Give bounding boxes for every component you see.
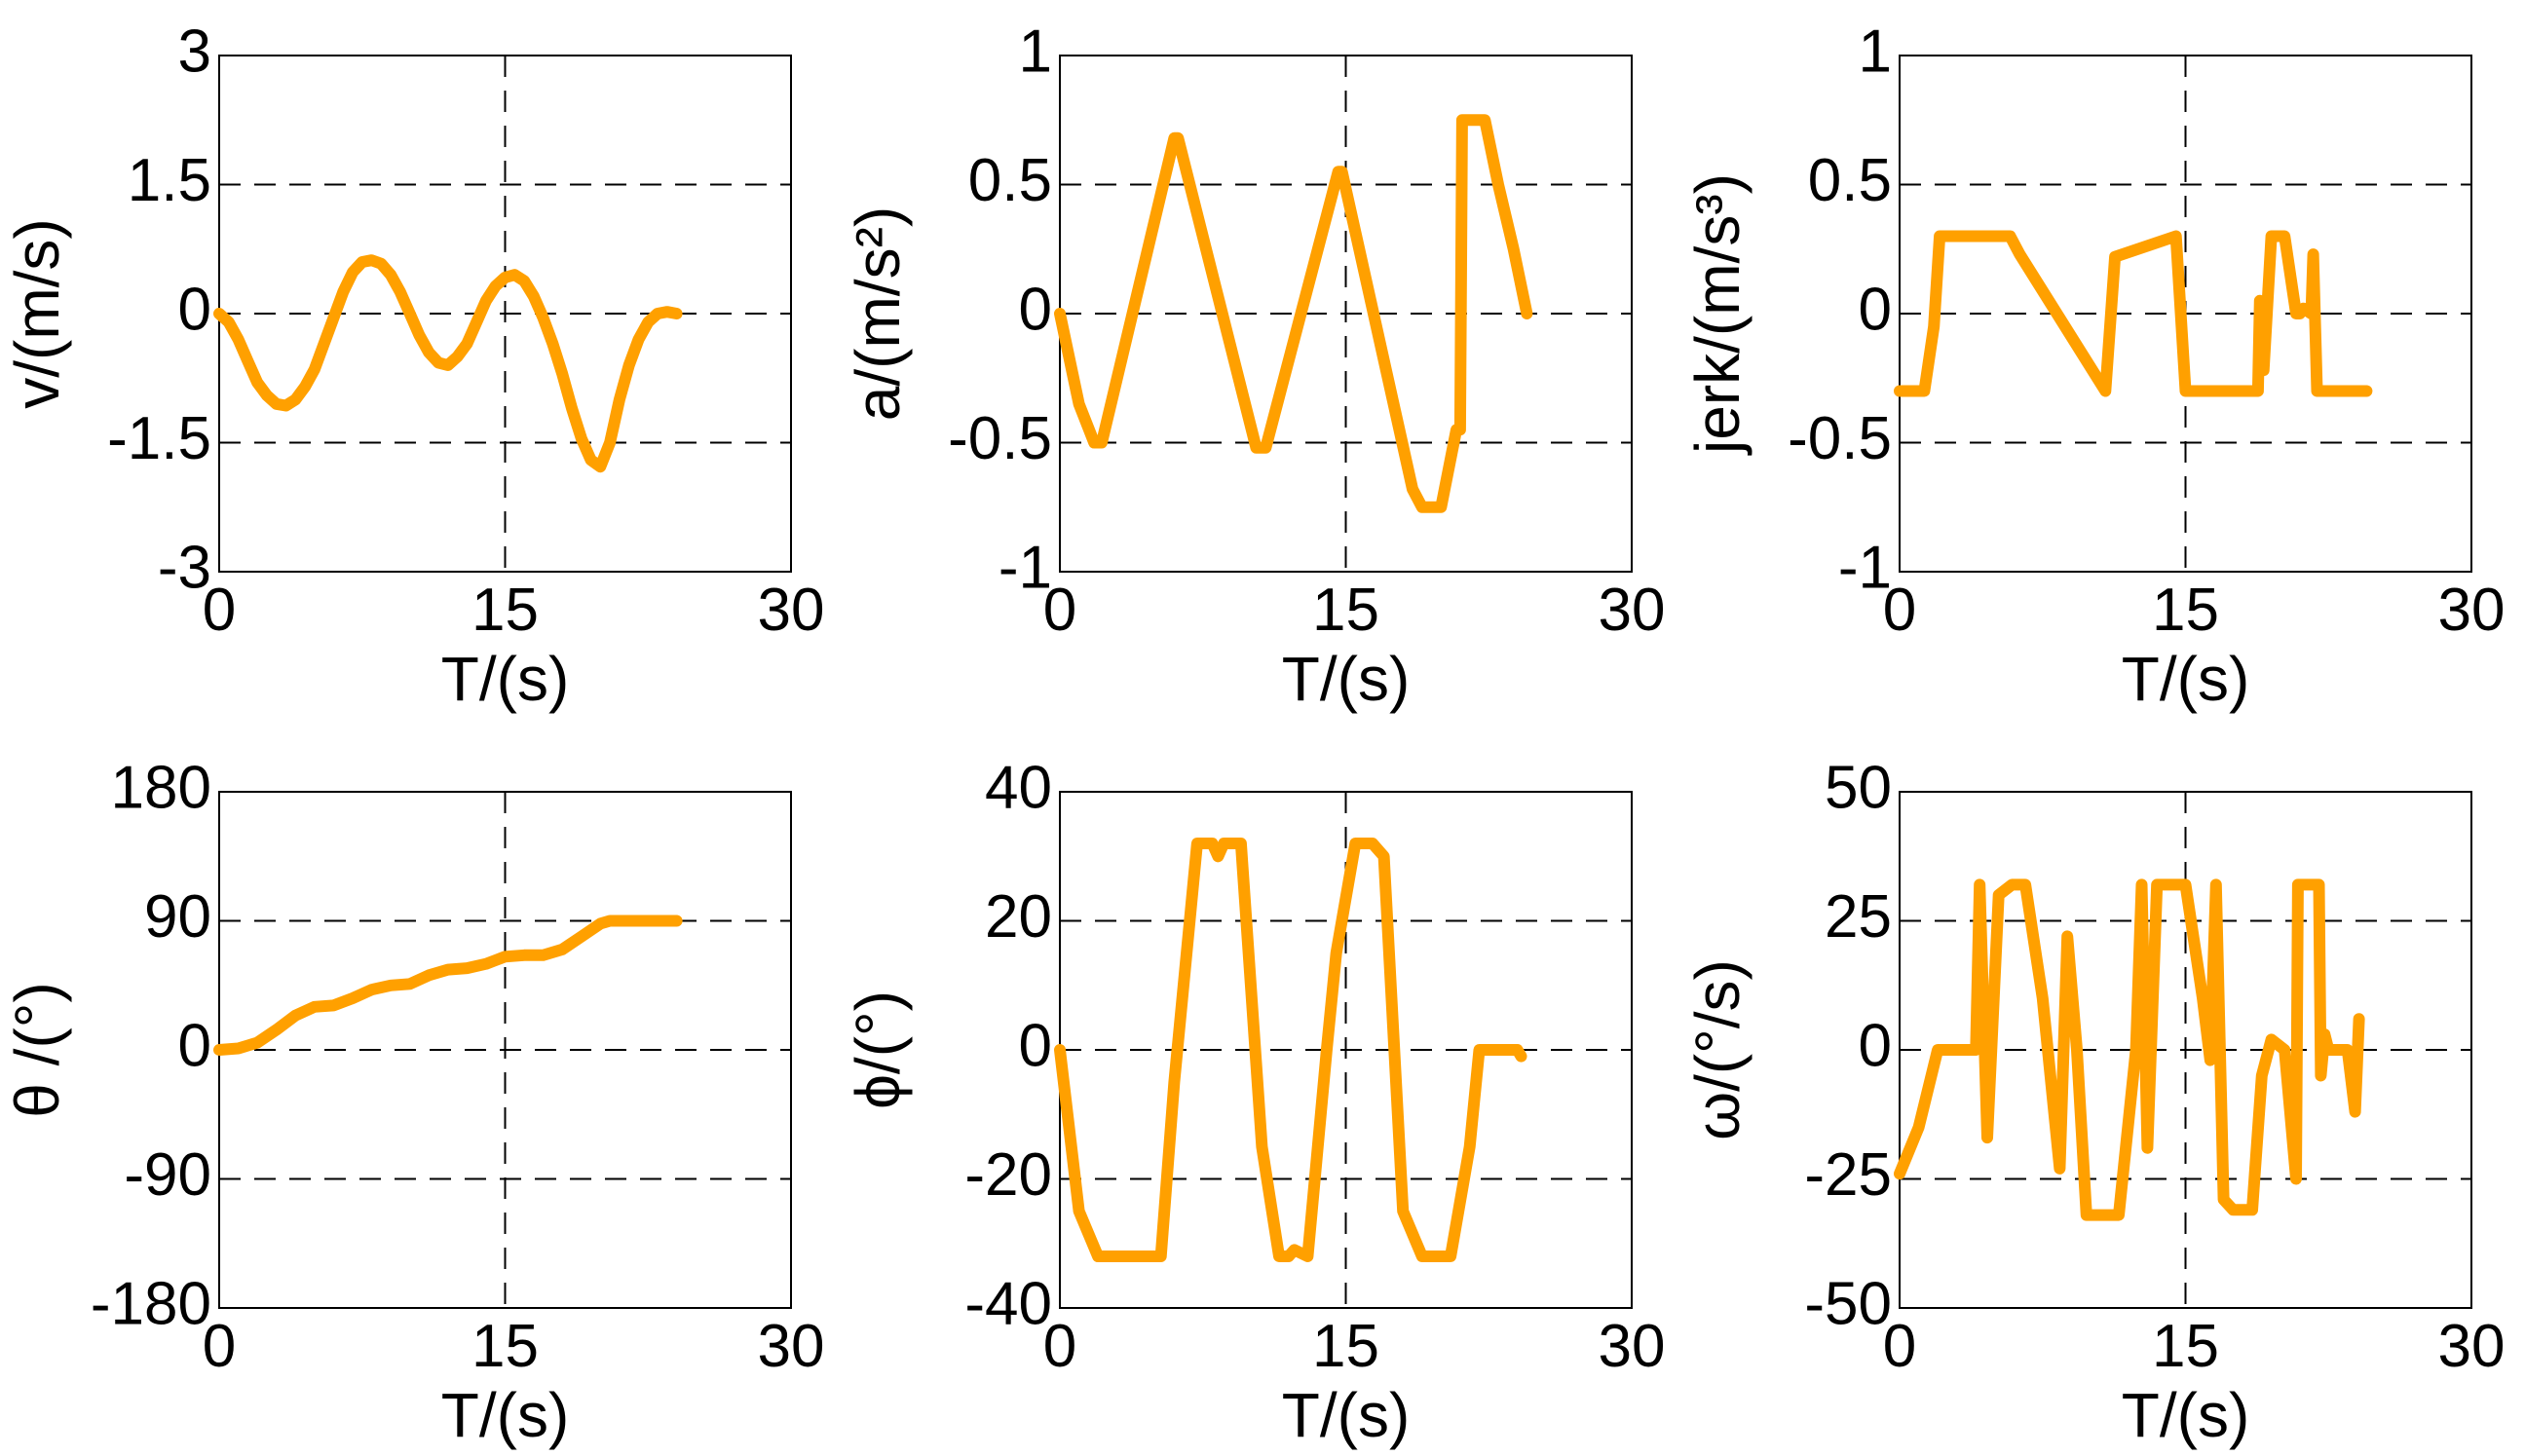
plot-1-xlabel: T/(s)	[441, 644, 570, 714]
plot-6-ytick-label-4: 50	[1825, 754, 1892, 821]
plot-3-ytick-label-0: -1	[1838, 534, 1892, 601]
plot-2-xtick-label-1: 15	[1312, 577, 1379, 644]
plot-5-series-phi	[1054, 838, 1527, 1262]
plot-1: 0 15 30 -3 -1.5 0 1.5 3 T/(s) v/(m/s)	[2, 18, 824, 714]
plot-4-ytick-label-4: 180	[111, 754, 211, 821]
plot-5-ytick-label-1: -20	[964, 1141, 1052, 1209]
plot-3-series-jerk	[1894, 230, 2373, 397]
plot-5-ytick-label-0: -40	[964, 1270, 1052, 1337]
plot-1-xtick-label-2: 30	[758, 577, 825, 644]
plot-3: 0 15 30 -1 -0.5 0 0.5 1 T/(s) jerk/(m/s³)	[1682, 18, 2505, 714]
plot-1-ylabel: v/(m/s)	[2, 218, 72, 409]
plot-6-xtick-label-1: 15	[2152, 1313, 2219, 1380]
plot-2-series-a	[1054, 114, 1533, 513]
plot-6-ytick-label-1: -25	[1804, 1141, 1892, 1209]
plot-3-ytick-label-2: 0	[1859, 276, 1892, 343]
plot-4-xlabel: T/(s)	[441, 1380, 570, 1450]
plot-5-xtick-label-2: 30	[1599, 1313, 1666, 1380]
plot-1-series-v	[213, 254, 683, 473]
plot-4-ylabel: θ /(°)	[2, 982, 72, 1117]
plot-2-ytick-label-0: -1	[999, 534, 1052, 601]
plot-1-ytick-label-0: -3	[158, 534, 211, 601]
plot-3-xlabel: T/(s)	[2122, 644, 2250, 714]
plot-4-ytick-label-3: 90	[144, 883, 211, 951]
plot-6-series-omega	[1894, 878, 2365, 1221]
plot-4: 0 15 30 -180 -90 0 90 180 T/(s) θ /(°)	[2, 754, 824, 1450]
plot-4-ytick-label-2: 0	[178, 1012, 211, 1079]
plot-3-axes-frame	[1899, 55, 2472, 573]
plot-3-ytick-label-3: 0.5	[1808, 147, 1892, 214]
plot-6-xlabel: T/(s)	[2122, 1380, 2250, 1450]
plot-2-ylabel: a/(m/s²)	[843, 206, 913, 421]
plot-5: 0 15 30 -40 -20 0 20 40 T/(s) ϕ/(°)	[843, 754, 1665, 1450]
plot-2-xlabel: T/(s)	[1282, 644, 1411, 714]
plot-4-series-theta	[213, 915, 683, 1056]
plot-4-xtick-label-0: 0	[203, 1313, 236, 1380]
plot-6-ytick-label-0: -50	[1804, 1270, 1892, 1337]
plot-4-ytick-label-0: -180	[91, 1270, 211, 1337]
plot-5-ytick-label-4: 40	[985, 754, 1052, 821]
plot-5-ytick-label-3: 20	[985, 883, 1052, 951]
plot-5-ytick-label-2: 0	[1019, 1012, 1052, 1079]
plot-6-ytick-label-2: 0	[1859, 1012, 1892, 1079]
plot-6-xtick-label-0: 0	[1883, 1313, 1916, 1380]
plot-6: 0 15 30 -50 -25 0 25 50 T/(s) ω/(°/s)	[1682, 754, 2505, 1450]
plot-5-ylabel: ϕ/(°)	[843, 990, 913, 1109]
plot-2-ytick-label-2: 0	[1019, 276, 1052, 343]
plot-6-ylabel: ω/(°/s)	[1682, 959, 1752, 1140]
plot-4-ytick-label-1: -90	[124, 1141, 211, 1209]
plot-6-ytick-label-3: 25	[1825, 883, 1892, 951]
plot-6-axes-frame	[1899, 791, 2472, 1309]
plot-1-ytick-label-2: 0	[178, 276, 211, 343]
plot-6-xtick-label-2: 30	[2438, 1313, 2506, 1380]
plot-2: 0 15 30 -1 -0.5 0 0.5 1 T/(s) a/(m/s²)	[843, 18, 1665, 714]
plot-2-ytick-label-3: 0.5	[968, 147, 1052, 214]
plot-5-xtick-label-0: 0	[1043, 1313, 1076, 1380]
plot-2-xtick-label-0: 0	[1043, 577, 1076, 644]
plot-3-xtick-label-2: 30	[2438, 577, 2506, 644]
plot-4-xtick-label-1: 15	[471, 1313, 539, 1380]
plot-2-ytick-label-1: -0.5	[948, 405, 1052, 472]
plot-3-xtick-label-0: 0	[1883, 577, 1916, 644]
plot-5-xtick-label-1: 15	[1312, 1313, 1379, 1380]
plot-1-xtick-label-0: 0	[203, 577, 236, 644]
plot-1-ytick-label-3: 1.5	[128, 147, 211, 214]
plot-5-xlabel: T/(s)	[1282, 1380, 1411, 1450]
plot-3-ytick-label-1: -0.5	[1788, 405, 1892, 472]
plot-2-ytick-label-4: 1	[1019, 18, 1052, 85]
plot-1-xtick-label-1: 15	[471, 577, 539, 644]
plot-1-ytick-label-1: -1.5	[107, 405, 211, 472]
plot-3-ytick-label-4: 1	[1859, 18, 1892, 85]
plot-4-xtick-label-2: 30	[758, 1313, 825, 1380]
plot-1-ytick-label-4: 3	[178, 18, 211, 85]
plot-2-xtick-label-2: 30	[1599, 577, 1666, 644]
plot-3-xtick-label-1: 15	[2152, 577, 2219, 644]
plot-3-ylabel: jerk/(m/s³)	[1682, 173, 1752, 456]
